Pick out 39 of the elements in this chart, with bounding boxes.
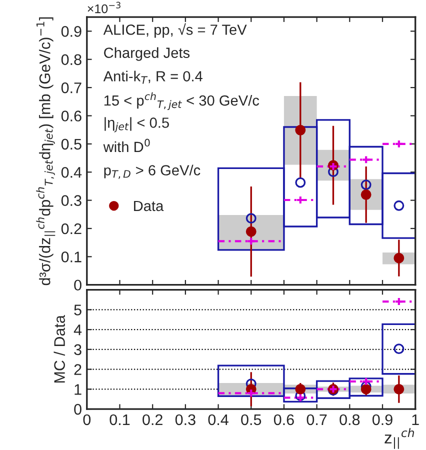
text: d³σ/(dz$_{||}$$^{ch}$dp$^{ch}$$_{T,jet}$dη$_{jet}$) [mb (GeV/c)$^{−1}$] bbox=[36, 17, 56, 286]
x-tick-label: 0.8 bbox=[340, 414, 360, 426]
x-tick-label: 0.9 bbox=[372, 414, 392, 426]
text: ×10$^{−3}$ bbox=[88, 2, 120, 14]
y-tick-label: 3 bbox=[74, 344, 82, 356]
x-tick-label: 0.5 bbox=[241, 414, 262, 426]
x-tick-label: 0.7 bbox=[306, 414, 327, 426]
x-tick-label: 0.4 bbox=[208, 414, 228, 426]
y-tick-label: 0.7 bbox=[61, 82, 82, 94]
x-tick-label: 1 bbox=[412, 414, 419, 425]
y-tick-label: 0 bbox=[74, 280, 82, 291]
annotation: with D$^{0}$ bbox=[103, 138, 150, 152]
x-tick-label: 0.2 bbox=[142, 414, 162, 426]
x-tick-label: 0 bbox=[83, 414, 91, 426]
x-tick-label: 0.6 bbox=[274, 414, 294, 426]
y-tick-label: 0.8 bbox=[61, 54, 82, 66]
y-tick-label: 0.3 bbox=[61, 195, 82, 206]
y-tick-label: 2 bbox=[74, 364, 82, 375]
legend-label: Data bbox=[134, 200, 164, 212]
y-tick-label: 0.6 bbox=[61, 110, 82, 122]
annotation: Charged Jets bbox=[104, 47, 190, 61]
y-tick-label: 0.5 bbox=[61, 138, 82, 150]
y-axis-title: MC / Data bbox=[54, 315, 65, 383]
y-tick-label: 1 bbox=[74, 384, 82, 395]
x-tick-label: 0.3 bbox=[175, 414, 196, 426]
annotation: Anti-k$_{T}$, R = 0.4 bbox=[103, 70, 202, 84]
annotation: |η$_{jet}$| < 0.5 bbox=[104, 117, 169, 132]
annotation: ALICE, pp, √s = 7 TeV bbox=[103, 23, 247, 38]
y-tick-label: 0.4 bbox=[61, 166, 82, 178]
annotation: 15 < p$^{ch}$$_{T,jet}$ < 30 GeV/c bbox=[104, 92, 260, 110]
y-tick-label: 0.2 bbox=[61, 223, 82, 234]
x-tick-label: 0.1 bbox=[110, 414, 130, 426]
y-tick-label: 0 bbox=[74, 404, 82, 415]
y-tick-label: 0.9 bbox=[61, 26, 82, 37]
y-tick-label: 5 bbox=[74, 304, 82, 316]
annotation: p$_{T,D}$ > 6 GeV/c bbox=[104, 164, 200, 179]
x-axis-title: z$_{||}$$^{ch}$ bbox=[384, 428, 414, 449]
y-tick-label: 0.1 bbox=[61, 252, 82, 262]
y-tick-label: 4 bbox=[74, 324, 82, 336]
